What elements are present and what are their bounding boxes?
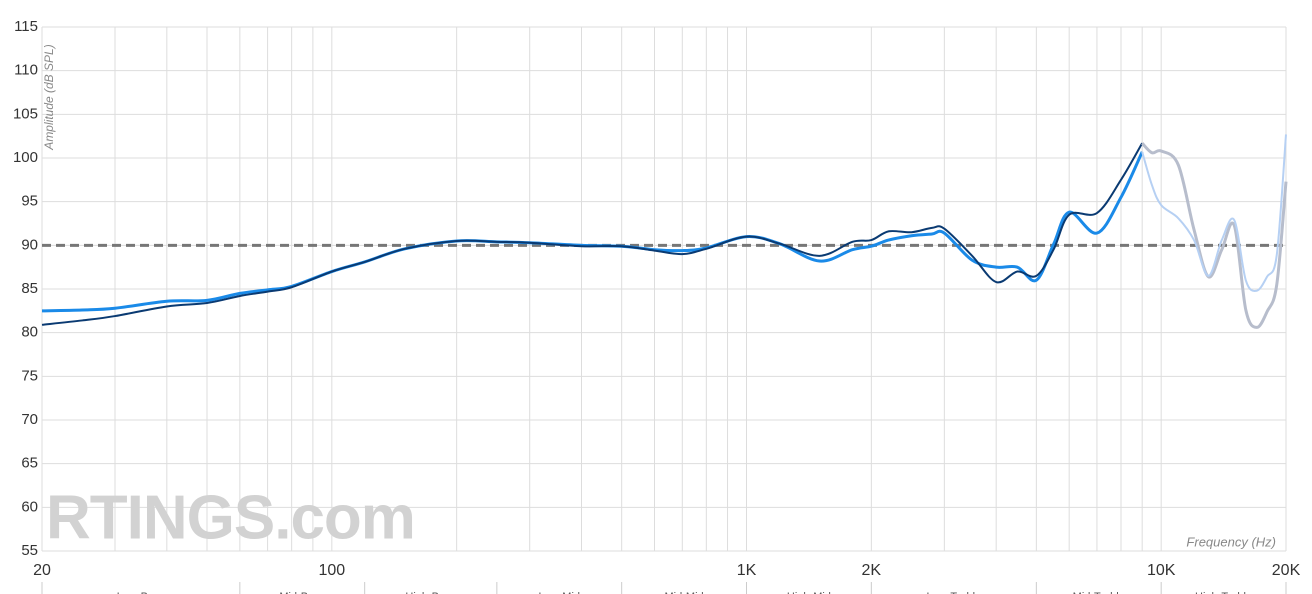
x-tick-label: 20K bbox=[1272, 562, 1301, 579]
y-tick-label: 70 bbox=[21, 411, 38, 428]
y-tick-label: 110 bbox=[14, 62, 38, 79]
band-label: High-Bass bbox=[405, 591, 456, 594]
x-tick-label: 20 bbox=[33, 562, 51, 579]
y-tick-label: 95 bbox=[21, 193, 38, 210]
y-tick-label: 85 bbox=[21, 280, 38, 297]
y-tick-label: 90 bbox=[21, 236, 38, 253]
x-tick-label: 2K bbox=[862, 562, 882, 579]
series-line bbox=[1141, 142, 1288, 329]
band-label: Mid-Mid bbox=[665, 591, 704, 594]
y-tick-label: 55 bbox=[21, 542, 38, 559]
x-tick-label: 1K bbox=[737, 562, 757, 579]
band-label: High-Treble bbox=[1195, 591, 1252, 594]
band-label: Mid-Bass bbox=[279, 591, 325, 594]
y-tick-label: 75 bbox=[21, 367, 38, 384]
x-axis-label: Frequency (Hz) bbox=[1186, 534, 1276, 549]
band-label: High-Mid bbox=[787, 591, 831, 594]
watermark: RTINGS.com bbox=[46, 483, 415, 552]
plot: 20 100 1K 2K 10K 20K 55 60 65 70 75 80 85 90 95 100 105 1… bbox=[13, 18, 1301, 594]
band-label: Mid-Treble bbox=[1073, 591, 1125, 594]
series-line bbox=[41, 142, 1144, 326]
x-tick-label: 100 bbox=[318, 562, 345, 579]
band-label: Low-Mid bbox=[538, 591, 580, 594]
y-tick-label: 80 bbox=[21, 324, 38, 341]
y-tick-label: 65 bbox=[21, 455, 38, 472]
y-axis-label: Amplitude (dB SPL) bbox=[42, 44, 56, 150]
y-tick-label: 100 bbox=[13, 149, 38, 166]
y-tick-label: 115 bbox=[14, 18, 38, 35]
band-label: Low-Treble bbox=[927, 591, 982, 594]
series-line bbox=[1141, 134, 1287, 293]
y-tick-label: 105 bbox=[13, 105, 38, 122]
band-label: Low-Bass bbox=[117, 591, 166, 594]
x-tick-label: 10K bbox=[1147, 562, 1176, 579]
y-tick-label: 60 bbox=[21, 498, 38, 515]
